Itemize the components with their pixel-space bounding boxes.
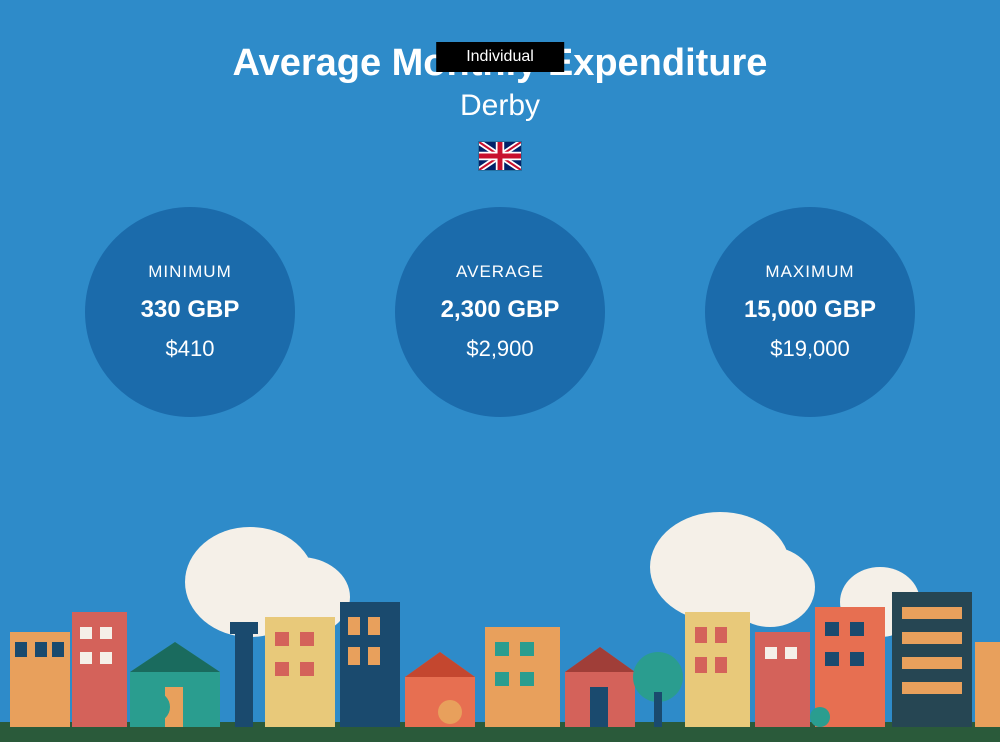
stat-value: 330 GBP bbox=[141, 296, 240, 324]
skyline-illustration bbox=[0, 512, 1000, 742]
stat-label: MAXIMUM bbox=[765, 262, 854, 282]
stat-value: 2,300 GBP bbox=[441, 296, 560, 324]
stat-circle-maximum: MAXIMUM 15,000 GBP $19,000 bbox=[705, 207, 915, 417]
stat-circle-minimum: MINIMUM 330 GBP $410 bbox=[85, 207, 295, 417]
country-flag bbox=[0, 141, 1000, 171]
stat-usd: $2,900 bbox=[466, 336, 533, 362]
uk-flag-icon bbox=[478, 141, 522, 171]
stat-value: 15,000 GBP bbox=[744, 296, 876, 324]
stat-usd: $410 bbox=[166, 336, 215, 362]
city-subtitle: Derby bbox=[0, 89, 1000, 123]
stat-usd: $19,000 bbox=[770, 336, 850, 362]
stat-label: AVERAGE bbox=[456, 262, 544, 282]
stat-label: MINIMUM bbox=[148, 262, 231, 282]
category-badge: Individual bbox=[436, 42, 564, 72]
stat-circle-average: AVERAGE 2,300 GBP $2,900 bbox=[395, 207, 605, 417]
stat-circles-container: MINIMUM 330 GBP $410 AVERAGE 2,300 GBP $… bbox=[0, 207, 1000, 417]
